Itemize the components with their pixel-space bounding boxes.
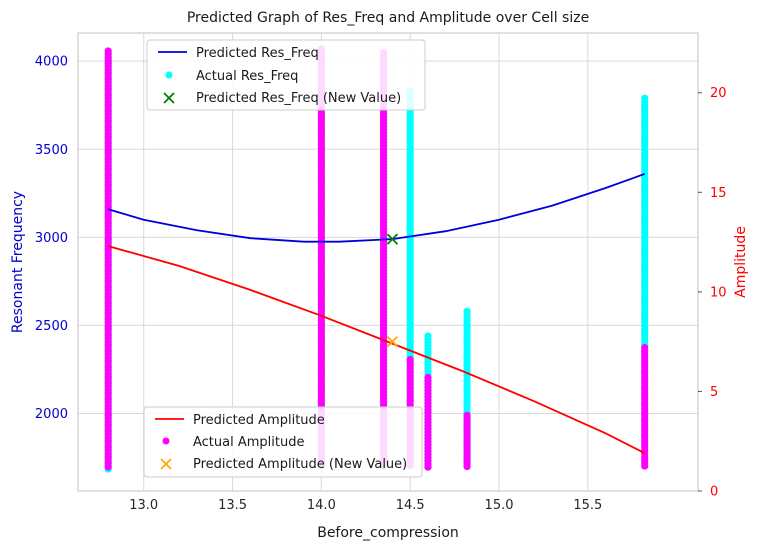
new-value-marker (386, 233, 399, 245)
legend-label-actual-amp: Actual Amplitude (193, 435, 304, 450)
legend-label-new-amp: Predicted Amplitude (New Value) (193, 457, 407, 472)
legend-amplitude: Predicted Amplitude Actual Amplitude Pre… (143, 406, 423, 478)
new-value-marker (386, 336, 399, 348)
legend-label-pred-amp: Predicted Amplitude (193, 413, 325, 428)
scatter-point (104, 463, 112, 471)
left-y-tick-label: 4000 (35, 55, 68, 70)
x-tick-label: 14.0 (307, 498, 336, 513)
axis-ticks: 13.0 13.5 14.0 14.5 15.0 15.5 2000 2500 3000 3500… (35, 55, 727, 513)
scatter-point (641, 462, 649, 470)
legend-res-freq: Predicted Res_Freq Actual Res_Freq Predi… (146, 39, 426, 111)
left-y-tick-label: 2000 (35, 407, 68, 422)
x-tick-label: 14.5 (396, 498, 425, 513)
left-y-tick-label: 2500 (35, 319, 68, 334)
plot-frame (77, 32, 699, 492)
x-tick-label: 15.0 (485, 498, 514, 513)
legend-actual-freq-marker (165, 71, 173, 79)
x-tick-label: 13.0 (129, 498, 158, 513)
legend-actual-amp-marker (162, 437, 170, 445)
x-tick-label: 15.5 (573, 498, 602, 513)
series-line (107, 245, 646, 455)
legend-label-new-freq: Predicted Res_Freq (New Value) (196, 91, 401, 106)
legend-new-amp-marker (160, 458, 172, 470)
right-y-tick-label: 20 (710, 86, 727, 101)
chart-title: Predicted Graph of Res_Freq and Amplitud… (187, 10, 589, 26)
x-tick-label: 13.5 (218, 498, 247, 513)
series-line (107, 173, 646, 243)
x-axis-label: Before_compression (317, 525, 459, 541)
left-y-axis-label: Resonant Frequency (10, 191, 26, 333)
left-y-tick-label: 3500 (35, 143, 68, 158)
legend-label-actual-freq: Actual Res_Freq (196, 69, 298, 84)
legend-label-pred-freq: Predicted Res_Freq (196, 46, 319, 61)
right-y-tick-label: 15 (710, 186, 727, 201)
legend-new-freq-marker (163, 92, 175, 104)
right-y-tick-label: 5 (710, 385, 718, 400)
right-y-tick-label: 10 (710, 285, 727, 300)
scatter-point (424, 463, 432, 471)
left-y-tick-label: 3000 (35, 231, 68, 246)
right-y-tick-label: 0 (710, 485, 718, 500)
scatter-point (463, 462, 471, 471)
right-y-axis-label: Amplitude (733, 226, 749, 298)
